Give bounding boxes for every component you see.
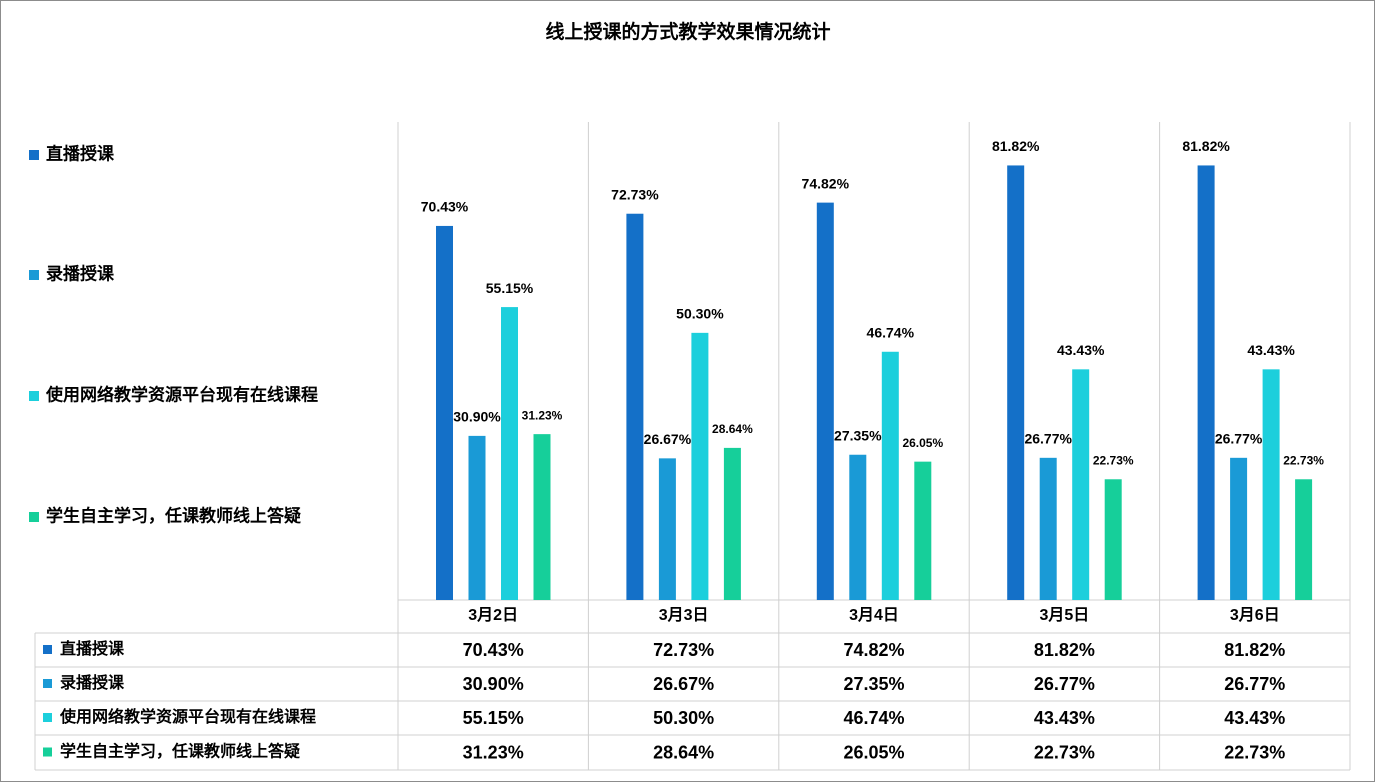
table-cell: 72.73% [653, 640, 714, 660]
table-cell: 43.43% [1034, 708, 1095, 728]
legend-key [29, 391, 39, 401]
table-legend-key [43, 645, 52, 654]
chart-title: 线上授课的方式教学效果情况统计 [545, 20, 830, 43]
data-label: 55.15% [486, 280, 534, 296]
table-row-label: 学生自主学习，任课教师线上答疑 [60, 742, 300, 761]
data-label: 28.64% [712, 422, 753, 436]
data-label: 72.73% [611, 186, 659, 202]
bar [723, 447, 741, 600]
table-legend-key [43, 713, 52, 722]
legend-key [29, 512, 39, 522]
legend-label: 使用网络教学资源平台现有在线课程 [45, 384, 318, 404]
table-legend-key [43, 679, 52, 688]
data-label: 74.82% [802, 175, 850, 191]
table-cell: 22.73% [1224, 742, 1285, 762]
bar [1230, 457, 1248, 600]
x-tick-label: 3月4日 [849, 606, 899, 624]
bar [436, 225, 453, 600]
table-cell: 30.90% [463, 674, 524, 694]
data-label: 43.43% [1247, 342, 1295, 358]
legend-key [29, 150, 39, 160]
data-label: 31.23% [522, 408, 563, 422]
bar [1007, 165, 1025, 600]
table-cell: 81.82% [1034, 640, 1095, 660]
bar [1295, 479, 1313, 600]
bar [1104, 479, 1122, 600]
table-cell: 31.23% [463, 742, 524, 762]
bar [914, 461, 932, 600]
data-label: 26.77% [1024, 431, 1072, 447]
bar [849, 454, 867, 600]
bar [468, 435, 486, 600]
data-label: 27.35% [834, 427, 882, 443]
x-tick-label: 3月3日 [659, 606, 709, 624]
bar [881, 351, 899, 600]
bar [1072, 369, 1090, 600]
data-label: 22.73% [1093, 453, 1134, 467]
table-cell: 26.67% [653, 674, 714, 694]
table-legend-key [43, 747, 52, 757]
table-row-label: 录播授课 [60, 673, 125, 692]
x-tick-label: 3月2日 [468, 606, 518, 624]
data-label: 30.90% [453, 409, 501, 425]
bar [1039, 457, 1057, 600]
bar [816, 202, 834, 600]
bar [1197, 165, 1215, 600]
bar [533, 434, 551, 600]
data-label: 22.73% [1283, 453, 1324, 467]
bar [658, 458, 676, 600]
data-label: 26.77% [1215, 431, 1263, 447]
legend-label: 学生自主学习，任课教师线上答疑 [46, 505, 301, 525]
data-label: 26.05% [902, 436, 943, 450]
table-cell: 26.77% [1224, 674, 1285, 694]
table-cell: 50.30% [653, 708, 714, 728]
x-tick-label: 3月6日 [1230, 606, 1280, 624]
data-label: 81.82% [992, 138, 1040, 154]
data-label: 26.67% [644, 431, 692, 447]
bar [1262, 369, 1280, 600]
table-cell: 43.43% [1224, 708, 1285, 728]
table-cell: 55.15% [463, 708, 524, 728]
table-cell: 27.35% [843, 674, 904, 694]
data-label: 46.74% [867, 324, 915, 340]
table-cell: 81.82% [1224, 640, 1285, 660]
legend-label: 直播授课 [46, 143, 115, 163]
table-cell: 22.73% [1034, 742, 1095, 762]
data-label: 81.82% [1182, 138, 1230, 154]
bar [626, 213, 644, 600]
x-tick-label: 3月5日 [1039, 606, 1089, 624]
data-label: 50.30% [676, 306, 724, 322]
table-row-label: 直播授课 [60, 639, 125, 658]
table-cell: 26.05% [843, 742, 904, 762]
bar [691, 332, 709, 600]
data-label: 70.43% [421, 199, 469, 215]
data-label: 43.43% [1057, 342, 1105, 358]
table-cell: 46.74% [843, 708, 904, 728]
table-row-label: 使用网络教学资源平台现有在线课程 [59, 707, 316, 726]
table-cell: 70.43% [463, 640, 524, 660]
legend-label: 录播授课 [46, 263, 115, 283]
table-cell: 28.64% [653, 742, 714, 762]
table-cell: 26.77% [1034, 674, 1095, 694]
bar [501, 307, 518, 600]
table-cell: 74.82% [843, 640, 904, 660]
legend-key [29, 270, 39, 280]
